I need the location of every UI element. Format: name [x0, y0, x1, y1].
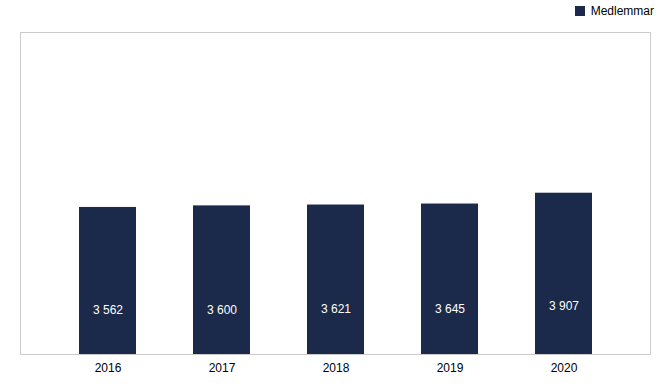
svg-text:3 621: 3 621	[321, 302, 351, 316]
svg-text:3 600: 3 600	[207, 303, 237, 317]
svg-text:2019: 2019	[437, 361, 464, 375]
svg-text:3 907: 3 907	[549, 299, 579, 313]
svg-text:3 645: 3 645	[435, 302, 465, 316]
svg-text:2018: 2018	[323, 361, 350, 375]
svg-text:2016: 2016	[95, 361, 122, 375]
svg-text:2017: 2017	[209, 361, 236, 375]
svg-text:3 562: 3 562	[93, 303, 123, 317]
html-text:Medlemmar: Medlemmar	[590, 4, 654, 18]
svg-text:2020: 2020	[551, 361, 578, 375]
